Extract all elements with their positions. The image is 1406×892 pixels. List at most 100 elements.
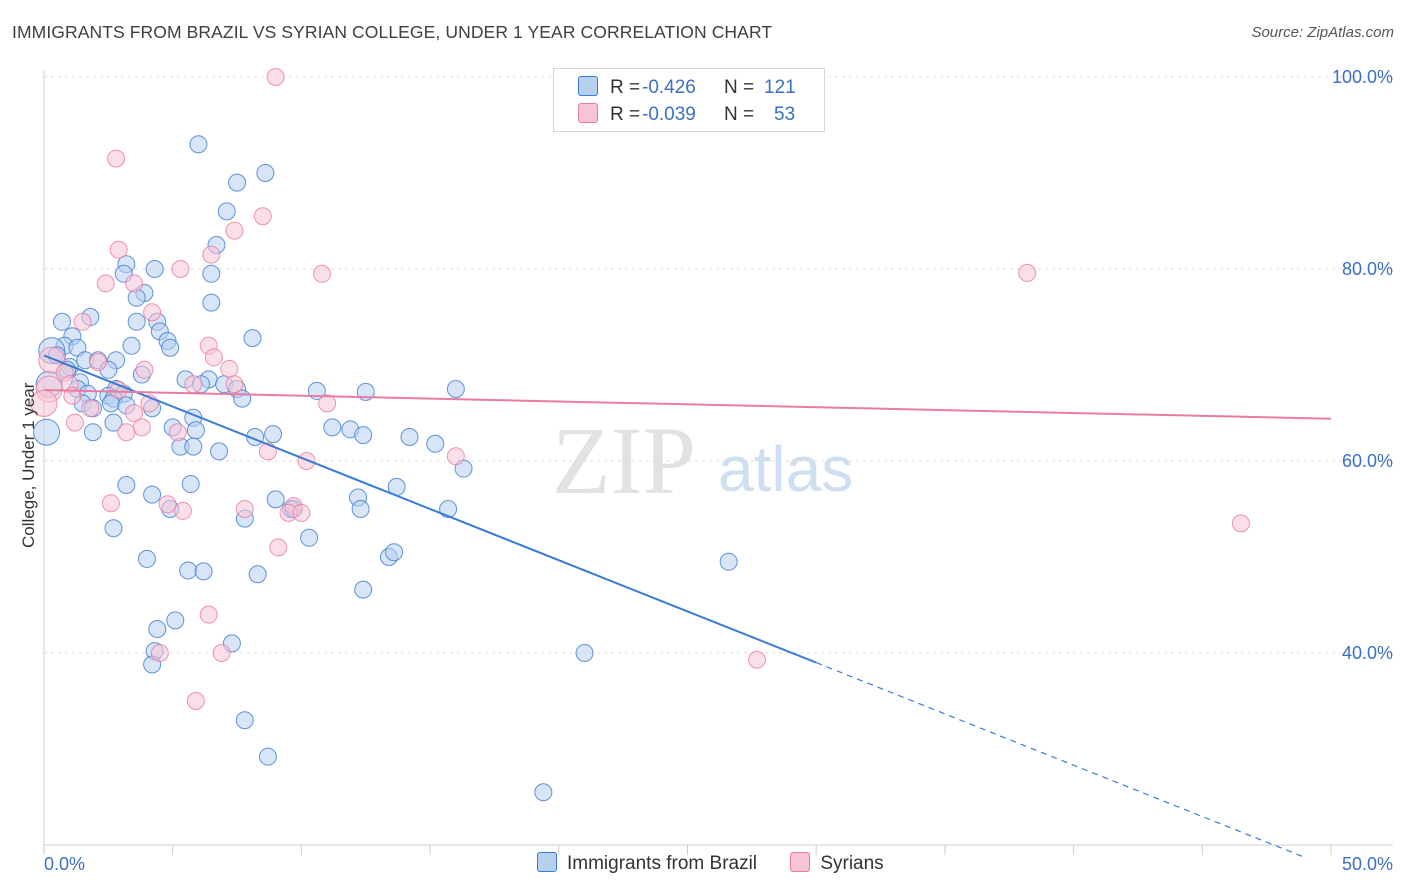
point-brazil [184, 437, 203, 456]
y-tick-labels: 40.0% 60.0% 80.0% 100.0% [1332, 67, 1393, 663]
x-tick-label-max: 50.0% [1342, 854, 1393, 874]
point-syrians [107, 149, 126, 168]
point-syrians [171, 260, 190, 278]
point-brazil [243, 329, 262, 348]
n-value-brazil: 121 [764, 77, 796, 98]
legend-label-brazil: Immigrants from Brazil [567, 853, 758, 874]
point-brazil [264, 425, 283, 444]
stats-legend: R =-0.426 N = 121 R =-0.039 N = 53 [553, 68, 825, 132]
point-syrians [158, 495, 177, 514]
point-syrians [269, 538, 288, 557]
r-value-brazil: -0.426 [642, 77, 696, 98]
point-brazil [148, 620, 167, 638]
n-value-syrians: 53 [774, 104, 796, 125]
source-credit: Source: ZipAtlas.com [1251, 24, 1394, 41]
point-syrians [89, 353, 108, 372]
point-brazil [166, 611, 185, 630]
point-brazil [228, 173, 247, 192]
r-value-syrians: -0.039 [642, 104, 696, 125]
point-brazil [235, 711, 254, 730]
y-tick-label-80: 80.0% [1342, 259, 1393, 279]
point-syrians [186, 692, 205, 710]
point-syrians [73, 312, 92, 331]
legend-swatch-brazil [578, 76, 598, 96]
point-brazil [179, 561, 198, 580]
legend-swatch-syrians [790, 852, 811, 872]
point-brazil [351, 500, 370, 518]
series-legend: Immigrants from Brazil Syrians [537, 852, 912, 875]
point-syrians [292, 503, 311, 522]
point-syrians [297, 452, 316, 470]
point-brazil [323, 418, 342, 437]
point-syrians [199, 605, 218, 624]
series-syrians-points [30, 68, 1250, 710]
point-brazil [33, 418, 61, 446]
point-brazil [122, 336, 141, 355]
point-syrians [81, 399, 100, 418]
gridlines [44, 76, 1393, 654]
point-syrians [204, 348, 223, 367]
point-brazil [161, 338, 180, 357]
point-syrians [135, 360, 154, 379]
point-syrians [173, 501, 192, 520]
point-syrians [96, 274, 115, 293]
point-brazil [186, 421, 205, 440]
point-brazil [719, 552, 738, 571]
point-brazil [534, 783, 553, 802]
legend-item-syrians[interactable]: Syrians [790, 852, 884, 875]
point-brazil [354, 426, 373, 445]
legend-item-brazil[interactable]: Immigrants from Brazil [537, 852, 757, 875]
point-syrians [312, 264, 331, 283]
point-syrians [132, 418, 151, 437]
series-brazil-points [33, 135, 738, 802]
point-syrians [220, 359, 239, 378]
point-syrians [253, 207, 272, 226]
point-brazil [300, 528, 319, 547]
trend-lines [43, 354, 1332, 858]
point-brazil [53, 312, 72, 331]
point-syrians [446, 447, 465, 466]
point-brazil [181, 475, 200, 494]
point-syrians [143, 303, 162, 322]
point-brazil [575, 644, 594, 662]
point-syrians [235, 500, 254, 518]
point-syrians [101, 494, 120, 513]
trend-line-brazil [43, 354, 817, 664]
point-syrians [150, 644, 169, 662]
point-syrians [184, 375, 203, 394]
point-brazil [104, 413, 123, 432]
point-syrians [225, 221, 244, 240]
r-label: R = [610, 104, 641, 125]
point-syrians [109, 240, 128, 259]
point-syrians [109, 380, 128, 399]
point-brazil [202, 264, 221, 283]
axes [43, 70, 1393, 855]
point-brazil [446, 380, 465, 398]
point-brazil [104, 519, 123, 538]
point-brazil [210, 442, 229, 461]
point-syrians [212, 644, 231, 662]
point-brazil [143, 485, 162, 504]
point-brazil [137, 549, 156, 568]
point-syrians [125, 404, 144, 422]
legend-row-brazil: R =-0.426 N = 121 [578, 76, 796, 98]
legend-swatch-brazil [537, 852, 557, 872]
legend-row-syrians: R =-0.039 N = 53 [578, 103, 795, 125]
point-brazil [258, 747, 277, 766]
point-brazil [117, 476, 136, 494]
point-syrians [747, 650, 766, 669]
point-brazil [145, 260, 164, 278]
chart-title: IMMIGRANTS FROM BRAZIL VS SYRIAN COLLEGE… [12, 22, 773, 42]
trend-line-brazil-extension [815, 662, 1303, 858]
point-syrians [125, 274, 144, 293]
point-brazil [256, 164, 275, 182]
point-brazil [266, 490, 285, 509]
point-brazil [400, 428, 419, 446]
point-brazil [426, 434, 445, 453]
legend-swatch-syrians [578, 103, 598, 123]
point-brazil [439, 500, 458, 518]
point-brazil [202, 293, 221, 312]
point-brazil [248, 565, 267, 584]
point-brazil [194, 562, 213, 581]
